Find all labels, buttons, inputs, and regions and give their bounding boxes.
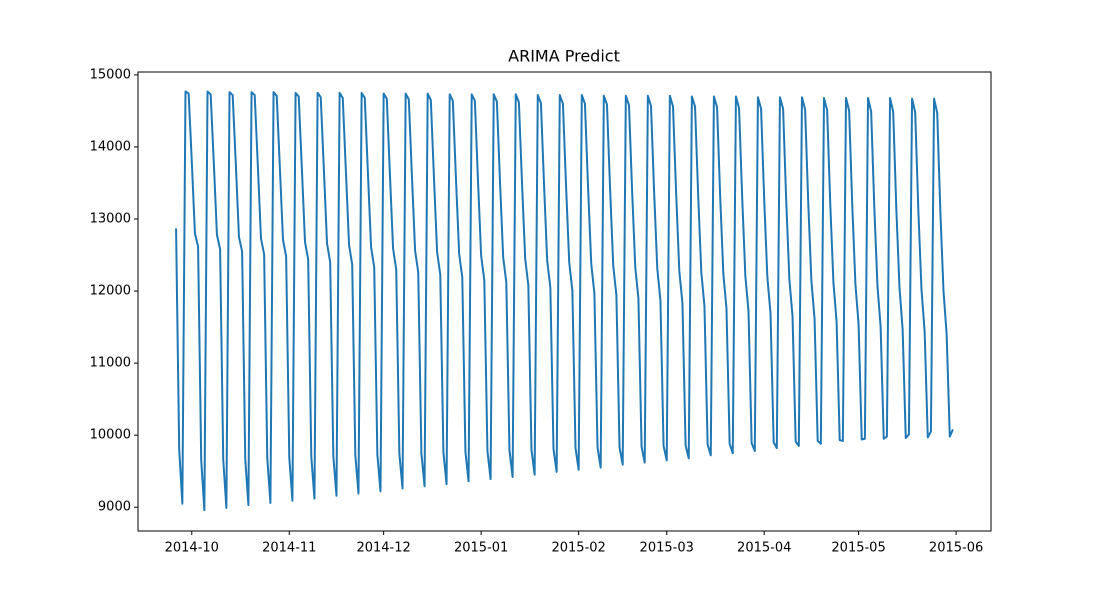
y-tick-label: 12000 [90,284,131,299]
x-tick-label: 2015-06 [929,541,983,556]
x-tick-label: 2014-11 [262,541,316,556]
y-tick-label: 11000 [90,356,131,371]
x-tick-label: 2015-01 [454,541,508,556]
plot-frame [137,71,992,532]
y-tick-label: 15000 [90,67,131,82]
x-tick-label: 2015-03 [640,541,694,556]
x-tick-label: 2015-05 [831,541,885,556]
x-tick-label: 2015-04 [737,541,791,556]
x-tick-label: 2015-02 [551,541,605,556]
x-tick-label: 2014-12 [356,541,410,556]
x-tick-label: 2014-10 [165,541,219,556]
y-tick-label: 14000 [90,139,131,154]
y-tick-label: 9000 [98,500,131,515]
y-tick-label: 13000 [90,211,131,226]
y-tick-label: 10000 [90,428,131,443]
chart-title: ARIMA Predict [508,47,620,66]
line [175,90,954,512]
